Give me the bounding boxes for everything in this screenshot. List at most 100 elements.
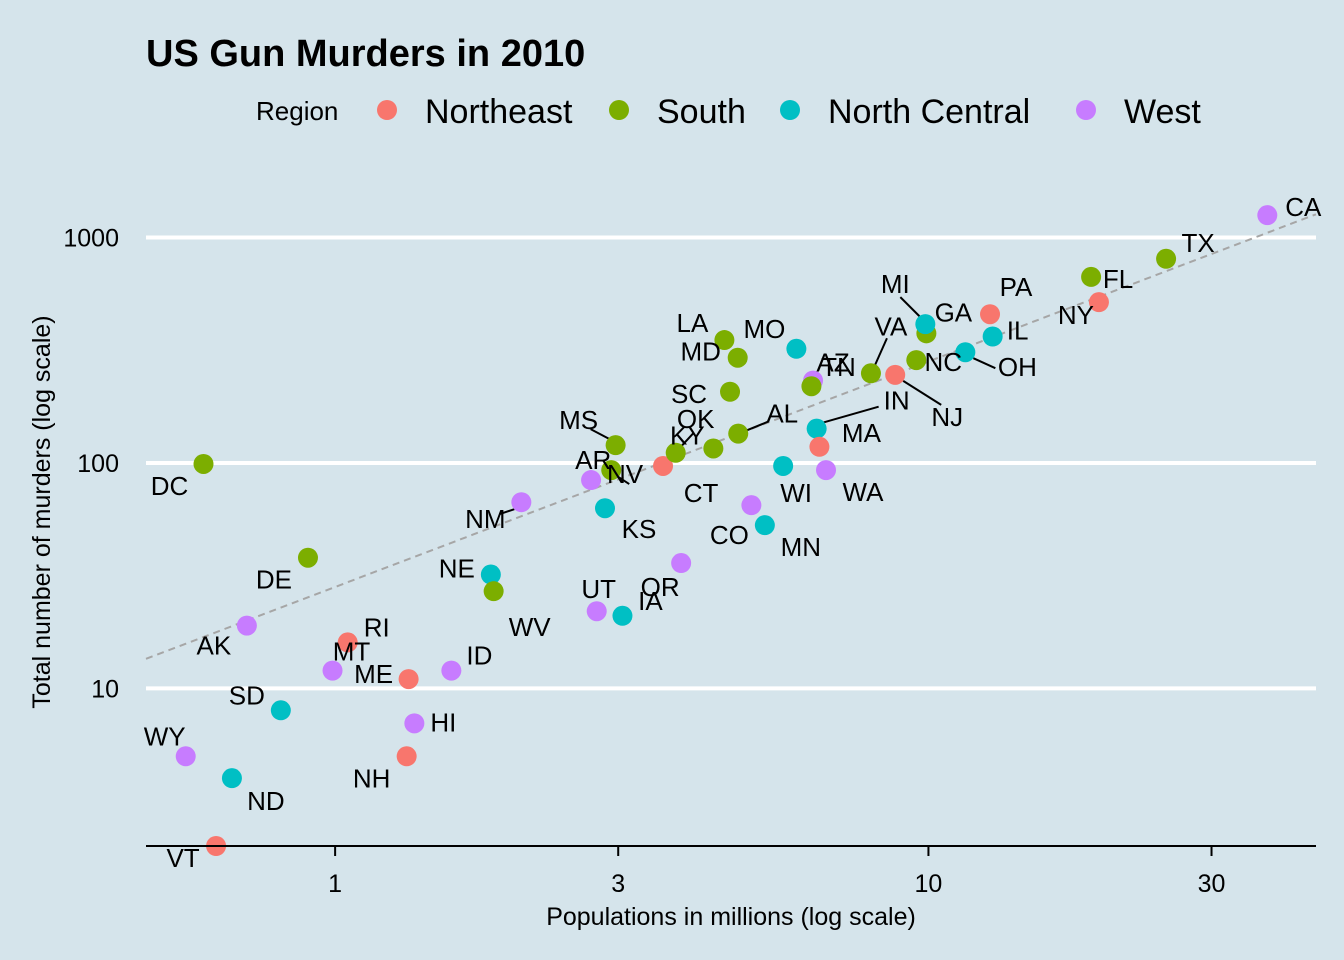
point-nh: [396, 746, 417, 767]
point-wi: [773, 455, 794, 476]
leader-nj: [902, 380, 942, 406]
point-label-in: IN: [884, 386, 910, 416]
point-al: [728, 423, 749, 444]
points-group: [175, 205, 1278, 856]
point-nm: [511, 492, 532, 513]
leader-ms: [590, 428, 611, 441]
point-ky: [703, 438, 724, 459]
point-label-ok: OK: [677, 404, 715, 434]
point-ia: [612, 605, 633, 626]
point-me: [398, 669, 419, 690]
legend-label-0: Northeast: [425, 93, 573, 131]
point-dc: [193, 453, 214, 474]
point-oh: [955, 342, 976, 363]
point-ut: [586, 601, 607, 622]
point-sc: [720, 381, 741, 402]
point-label-sc: SC: [671, 379, 707, 409]
point-label-nj: NJ: [931, 402, 963, 432]
point-id: [441, 660, 462, 681]
point-label-al: AL: [766, 399, 798, 429]
point-ok: [665, 442, 686, 463]
point-label-nd: ND: [247, 786, 285, 816]
point-label-tn: TN: [821, 352, 856, 382]
point-label-nc: NC: [925, 347, 963, 377]
point-label-sd: SD: [229, 680, 265, 710]
legend-label-1: South: [657, 93, 746, 131]
point-label-oh: OH: [998, 352, 1037, 382]
point-label-me: ME: [354, 659, 393, 689]
legend-key-3: [1076, 100, 1096, 120]
point-de: [297, 547, 318, 568]
leader-ok: [680, 432, 695, 447]
point-ca: [1257, 205, 1278, 226]
x-tick-label-3: 30: [1198, 870, 1226, 898]
point-label-la: LA: [676, 308, 708, 338]
point-fl: [1081, 266, 1102, 287]
legend-title: Region: [256, 96, 338, 126]
point-md: [727, 347, 748, 368]
point-label-mn: MN: [781, 532, 821, 562]
x-tick-label-2: 10: [915, 870, 943, 898]
point-ks: [594, 498, 615, 519]
point-mi: [915, 314, 936, 335]
point-labels: AL AK AZ AR CA CO CT DE DC FL GA HI ID IL IN IA KS KY LA ME…: [144, 192, 1322, 873]
legend-label-2: North Central: [828, 93, 1030, 131]
point-in: [806, 418, 827, 439]
point-or: [671, 553, 692, 574]
point-label-ia: IA: [638, 586, 663, 616]
point-nd: [221, 768, 242, 789]
point-ak: [236, 615, 257, 636]
point-label-ky: KY: [670, 420, 705, 450]
point-label-ks: KS: [622, 514, 657, 544]
point-label-co: CO: [710, 520, 749, 550]
point-label-il: IL: [1007, 315, 1029, 345]
point-label-mt: MT: [333, 637, 371, 667]
point-mn: [754, 515, 775, 536]
point-label-va: VA: [875, 311, 908, 341]
point-ny: [1088, 292, 1109, 313]
point-label-nv: NV: [607, 459, 644, 489]
point-label-wy: WY: [144, 721, 186, 751]
point-label-ga: GA: [935, 297, 973, 327]
leader-mi: [899, 296, 922, 318]
point-tn: [801, 376, 822, 397]
point-tx: [1156, 248, 1177, 269]
point-label-ar: AR: [575, 445, 611, 475]
point-label-ut: UT: [581, 574, 616, 604]
point-label-ca: CA: [1285, 192, 1322, 222]
point-label-ma: MA: [842, 418, 882, 448]
point-co: [741, 495, 762, 516]
leader-nm: [499, 508, 515, 516]
point-sd: [270, 700, 291, 721]
point-label-nm: NM: [465, 504, 505, 534]
y-tick-label-0: 10: [91, 675, 119, 703]
point-label-hi: HI: [430, 707, 456, 737]
point-label-wa: WA: [843, 477, 885, 507]
leader-al: [745, 420, 769, 432]
point-label-mo: MO: [743, 314, 785, 344]
x-tick-label-0: 1: [328, 870, 342, 898]
point-wv: [483, 581, 504, 602]
point-pa: [980, 304, 1001, 325]
point-label-fl: FL: [1103, 264, 1133, 294]
point-label-nh: NH: [353, 763, 391, 793]
point-label-ne: NE: [439, 554, 475, 584]
point-la: [714, 330, 735, 351]
point-label-vt: VT: [166, 843, 199, 873]
point-label-wi: WI: [780, 478, 812, 508]
point-label-ri: RI: [364, 612, 390, 642]
point-il: [982, 326, 1003, 347]
point-ms: [605, 435, 626, 456]
point-ma: [809, 436, 830, 457]
point-label-tx: TX: [1181, 228, 1214, 258]
point-label-ak: AK: [197, 631, 232, 661]
point-ct: [653, 455, 674, 476]
point-label-dc: DC: [151, 471, 189, 501]
point-nc: [906, 350, 927, 371]
point-wy: [175, 746, 196, 767]
point-label-az: AZ: [816, 348, 849, 378]
leader-va: [874, 337, 888, 366]
point-label-or: OR: [641, 572, 680, 602]
legend-key-2: [780, 100, 800, 120]
